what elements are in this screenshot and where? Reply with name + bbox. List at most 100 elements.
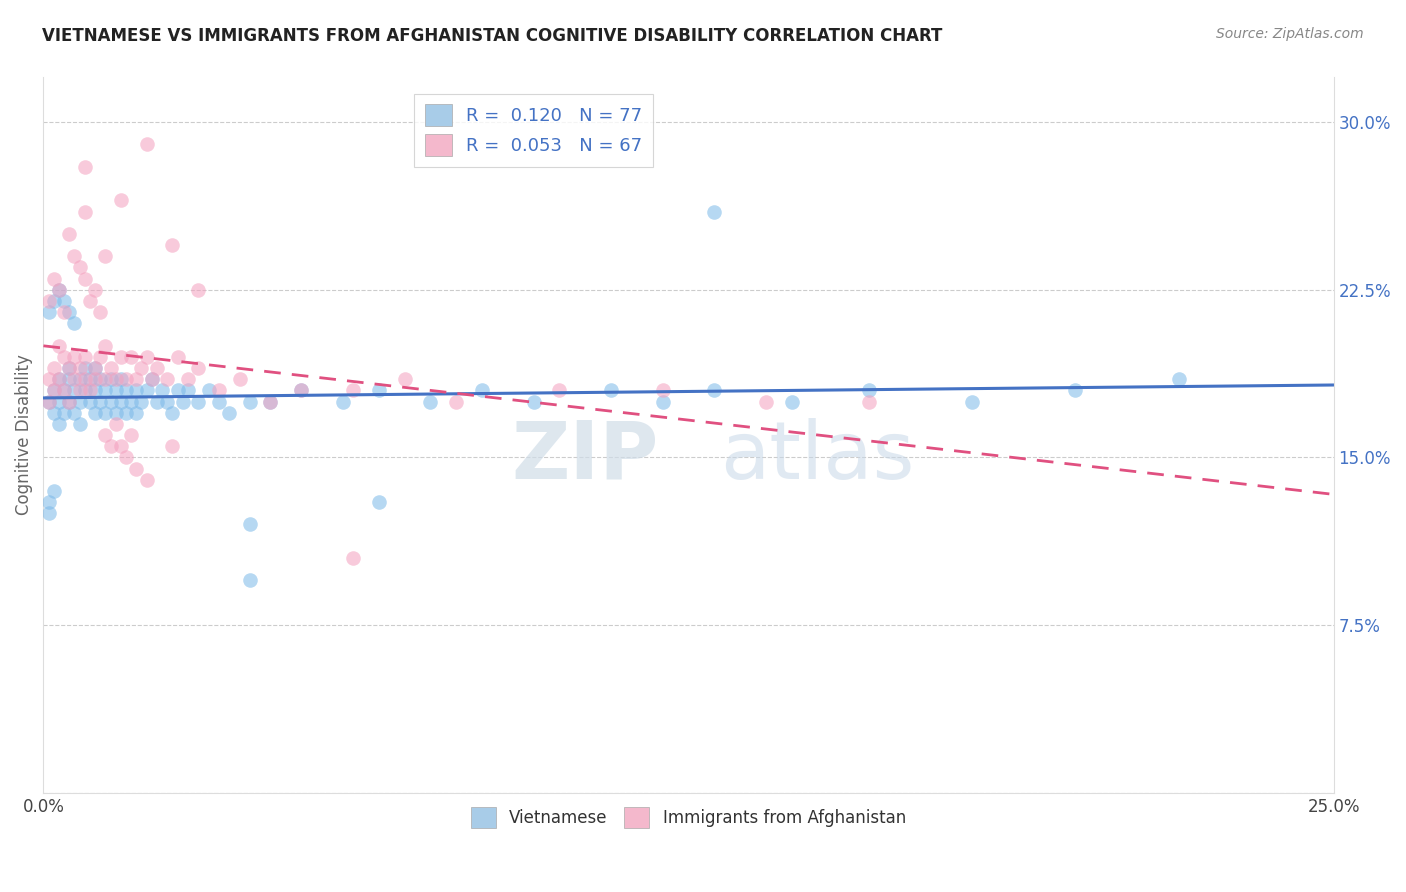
Point — [156, 372, 179, 386]
Point — [135, 350, 157, 364]
Point — [84, 361, 107, 376]
Text: ZIP: ZIP — [512, 417, 659, 495]
Point — [208, 384, 231, 398]
Point — [125, 406, 148, 420]
Point — [63, 350, 86, 364]
Text: Source: ZipAtlas.com: Source: ZipAtlas.com — [1216, 27, 1364, 41]
Point — [342, 551, 364, 566]
Point — [38, 394, 60, 409]
Point — [162, 439, 184, 453]
Point — [651, 384, 673, 398]
Point — [48, 283, 70, 297]
Point — [332, 394, 354, 409]
Point — [84, 406, 107, 420]
Point — [141, 372, 163, 386]
Point — [73, 160, 96, 174]
Point — [84, 372, 107, 386]
Point — [419, 394, 441, 409]
Point — [239, 517, 262, 532]
Point — [100, 372, 122, 386]
Point — [120, 428, 142, 442]
Point — [703, 204, 725, 219]
Point — [42, 384, 65, 398]
Point — [135, 384, 157, 398]
Point — [53, 293, 76, 308]
Point — [394, 372, 416, 386]
Point — [89, 305, 111, 319]
Point — [79, 372, 101, 386]
Point — [48, 394, 70, 409]
Text: atlas: atlas — [720, 417, 915, 495]
Point — [73, 204, 96, 219]
Point — [84, 361, 107, 376]
Point — [38, 372, 60, 386]
Point — [94, 338, 117, 352]
Point — [63, 316, 86, 330]
Point — [290, 384, 312, 398]
Point — [120, 394, 142, 409]
Point — [38, 293, 60, 308]
Point — [120, 350, 142, 364]
Point — [58, 361, 80, 376]
Point — [53, 384, 76, 398]
Point — [63, 384, 86, 398]
Point — [131, 361, 153, 376]
Point — [58, 372, 80, 386]
Point — [58, 227, 80, 241]
Point — [73, 350, 96, 364]
Point — [48, 372, 70, 386]
Point — [703, 384, 725, 398]
Point — [104, 417, 127, 431]
Point — [73, 271, 96, 285]
Point — [58, 305, 80, 319]
Point — [446, 394, 468, 409]
Point — [962, 394, 984, 409]
Point — [548, 384, 571, 398]
Point — [162, 238, 184, 252]
Point — [73, 372, 96, 386]
Point — [110, 194, 132, 208]
Point — [63, 372, 86, 386]
Point — [69, 361, 91, 376]
Point — [69, 260, 91, 275]
Point — [367, 495, 389, 509]
Point — [69, 417, 91, 431]
Point — [84, 283, 107, 297]
Point — [53, 384, 76, 398]
Point — [79, 293, 101, 308]
Point — [858, 384, 880, 398]
Point — [104, 384, 127, 398]
Point — [858, 394, 880, 409]
Point — [73, 361, 96, 376]
Point — [110, 350, 132, 364]
Point — [115, 372, 138, 386]
Point — [94, 372, 117, 386]
Point — [38, 305, 60, 319]
Point — [94, 406, 117, 420]
Point — [755, 394, 778, 409]
Point — [42, 271, 65, 285]
Point — [259, 394, 281, 409]
Point — [146, 394, 169, 409]
Point — [1064, 384, 1087, 398]
Point — [156, 394, 179, 409]
Point — [53, 406, 76, 420]
Y-axis label: Cognitive Disability: Cognitive Disability — [15, 355, 32, 516]
Point — [110, 372, 132, 386]
Point — [94, 428, 117, 442]
Point — [38, 495, 60, 509]
Point — [110, 394, 132, 409]
Point — [48, 417, 70, 431]
Point — [42, 293, 65, 308]
Point — [69, 372, 91, 386]
Point — [42, 384, 65, 398]
Point — [48, 338, 70, 352]
Point — [239, 574, 262, 588]
Point — [166, 384, 188, 398]
Point — [63, 406, 86, 420]
Point — [38, 506, 60, 520]
Point — [125, 461, 148, 475]
Point — [84, 384, 107, 398]
Point — [42, 483, 65, 498]
Point — [94, 384, 117, 398]
